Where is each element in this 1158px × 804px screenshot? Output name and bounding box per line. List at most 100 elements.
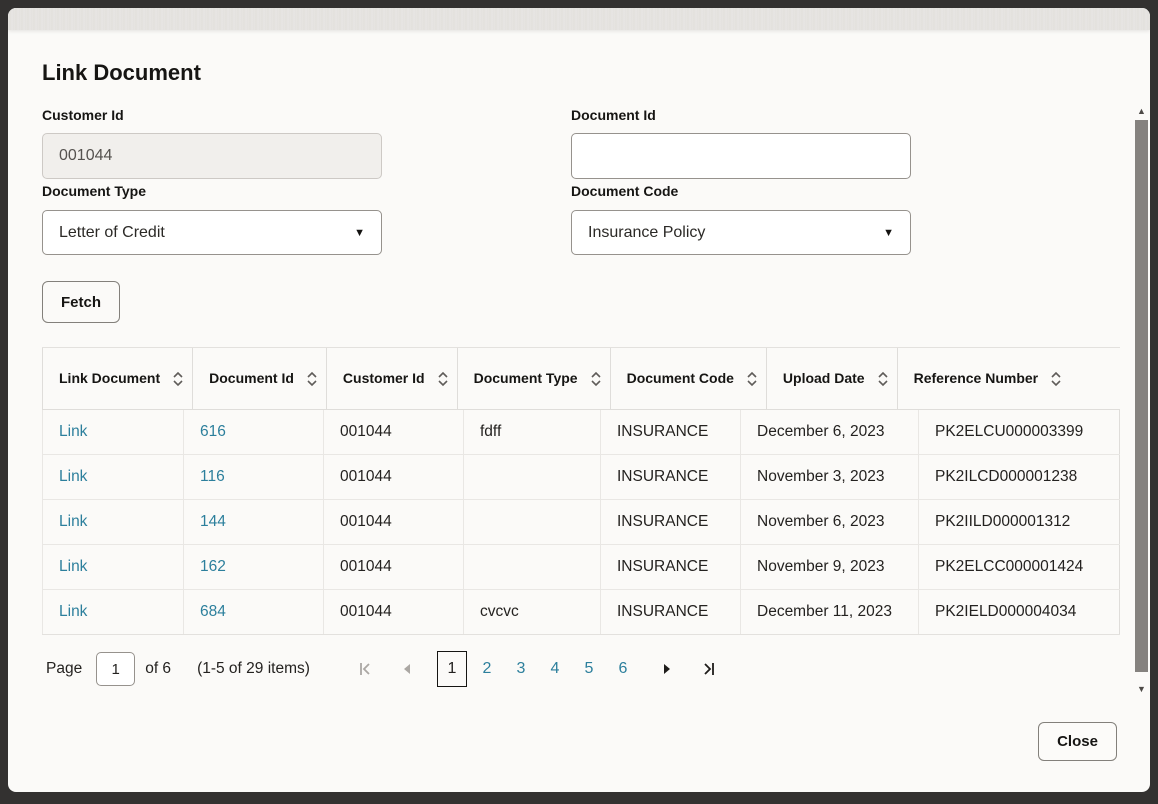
reference-number-cell: PK2IELD000004034 — [918, 590, 1120, 634]
reference-number-cell: PK2ELCC000001424 — [918, 545, 1120, 589]
reference-number-cell: PK2ELCU000003399 — [918, 410, 1120, 454]
page-of-label: of 6 — [145, 660, 172, 677]
column-header-label: Reference Number — [913, 370, 1039, 387]
dialog-top-strip — [8, 8, 1150, 30]
link-document-dialog: Link Document Customer Id Document Id Do… — [8, 8, 1150, 792]
page-label: Page — [46, 660, 83, 677]
column-header-label: Document Id — [209, 370, 294, 387]
sort-icon[interactable] — [590, 370, 602, 388]
sort-icon[interactable] — [877, 370, 889, 388]
previous-page-icon[interactable] — [392, 654, 422, 684]
document-id-link[interactable]: 616 — [200, 423, 226, 440]
column-header[interactable]: Document Type — [456, 348, 610, 409]
document-code-cell: INSURANCE — [600, 545, 740, 589]
vertical-scrollbar[interactable]: ▲ ▼ — [1134, 98, 1149, 698]
dialog-title: Link Document — [42, 60, 201, 85]
document-code-cell: INSURANCE — [600, 455, 740, 499]
chevron-down-icon: ▼ — [883, 226, 894, 239]
column-header[interactable]: Reference Number — [896, 348, 1071, 409]
table-row: Link 144 001044 INSURANCE November 6, 20… — [42, 499, 1120, 544]
document-code-label: Document Code — [571, 183, 679, 199]
customer-id-input[interactable] — [42, 133, 382, 179]
link-document-link[interactable]: Link — [59, 468, 88, 485]
current-page-indicator[interactable]: 1 — [436, 651, 467, 687]
upload-date-cell: November 9, 2023 — [740, 545, 918, 589]
last-page-icon[interactable] — [694, 654, 724, 684]
table-body: Link 616 001044 fdff INSURANCE December … — [42, 409, 1120, 634]
document-type-value: Letter of Credit — [59, 223, 165, 241]
page-link[interactable]: 6 — [618, 660, 628, 677]
document-id-link[interactable]: 162 — [200, 558, 226, 575]
document-type-cell: fdff — [463, 410, 600, 454]
close-button[interactable]: Close — [1038, 722, 1117, 761]
page-link[interactable]: 3 — [516, 660, 526, 677]
column-header[interactable]: Upload Date — [765, 348, 897, 409]
table-row: Link 616 001044 fdff INSURANCE December … — [42, 409, 1120, 454]
link-document-link[interactable]: Link — [59, 513, 88, 530]
document-id-link[interactable]: 684 — [200, 603, 226, 620]
customer-id-cell: 001044 — [323, 590, 463, 634]
link-document-link[interactable]: Link — [59, 603, 88, 620]
upload-date-cell: November 3, 2023 — [740, 455, 918, 499]
sort-icon[interactable] — [746, 370, 758, 388]
fetch-button[interactable]: Fetch — [42, 281, 120, 323]
customer-id-cell: 001044 — [323, 455, 463, 499]
document-code-value: Insurance Policy — [588, 223, 706, 241]
document-type-select[interactable]: Letter of Credit ▼ — [42, 210, 382, 255]
items-count-label: (1-5 of 29 items) — [197, 660, 310, 677]
scroll-down-icon[interactable]: ▼ — [1137, 684, 1146, 694]
page-link[interactable]: 5 — [584, 660, 594, 677]
upload-date-cell: December 6, 2023 — [740, 410, 918, 454]
page-link[interactable]: 2 — [482, 660, 492, 677]
document-type-label: Document Type — [42, 183, 146, 199]
customer-id-label: Customer Id — [42, 107, 124, 123]
link-document-link[interactable]: Link — [59, 558, 88, 575]
column-header-label: Upload Date — [782, 370, 865, 387]
pagination-bar: Page of 6 (1-5 of 29 items) 1 2 3 4 5 6 — [46, 650, 724, 688]
document-code-select[interactable]: Insurance Policy ▼ — [571, 210, 911, 255]
customer-id-cell: 001044 — [323, 500, 463, 544]
document-code-cell: INSURANCE — [600, 500, 740, 544]
table-row: Link 684 001044 cvcvc INSURANCE December… — [42, 589, 1120, 634]
document-id-label: Document Id — [571, 107, 656, 123]
document-type-cell: cvcvc — [463, 590, 600, 634]
page-link[interactable]: 4 — [550, 660, 560, 677]
table-row: Link 162 001044 INSURANCE November 9, 20… — [42, 544, 1120, 589]
customer-id-cell: 001044 — [323, 410, 463, 454]
table-row: Link 116 001044 INSURANCE November 3, 20… — [42, 454, 1120, 499]
sort-icon[interactable] — [437, 370, 449, 388]
table-header-row: Link Document Document Id — [42, 348, 1120, 409]
column-header-label: Document Code — [626, 370, 734, 387]
reference-number-cell: PK2ILCD000001238 — [918, 455, 1120, 499]
document-id-link[interactable]: 116 — [200, 468, 225, 485]
column-header-label: Customer Id — [342, 370, 425, 387]
column-header[interactable]: Document Code — [609, 348, 766, 409]
document-code-cell: INSURANCE — [600, 410, 740, 454]
document-id-input[interactable] — [571, 133, 911, 179]
customer-id-cell: 001044 — [323, 545, 463, 589]
first-page-icon[interactable] — [350, 654, 380, 684]
documents-table: Link Document Document Id — [42, 347, 1120, 635]
sort-icon[interactable] — [306, 370, 318, 388]
scrollbar-thumb[interactable] — [1135, 120, 1148, 672]
column-header-label: Document Type — [473, 370, 578, 387]
sort-icon[interactable] — [1050, 370, 1062, 388]
upload-date-cell: November 6, 2023 — [740, 500, 918, 544]
next-page-icon[interactable] — [652, 654, 682, 684]
reference-number-cell: PK2IILD000001312 — [918, 500, 1120, 544]
page-navigation: 1 2 3 4 5 6 — [350, 651, 724, 687]
document-type-cell — [463, 455, 600, 499]
upload-date-cell: December 11, 2023 — [740, 590, 918, 634]
column-header[interactable]: Customer Id — [325, 348, 457, 409]
document-id-link[interactable]: 144 — [200, 513, 226, 530]
column-header[interactable]: Document Id — [192, 348, 326, 409]
document-code-cell: INSURANCE — [600, 590, 740, 634]
link-document-link[interactable]: Link — [59, 423, 88, 440]
sort-icon[interactable] — [172, 370, 184, 388]
page-number-input[interactable] — [96, 652, 136, 686]
scroll-up-icon[interactable]: ▲ — [1137, 106, 1146, 116]
column-header[interactable]: Link Document — [42, 348, 192, 409]
document-type-cell — [463, 500, 600, 544]
document-type-cell — [463, 545, 600, 589]
column-header-label: Link Document — [59, 370, 161, 387]
